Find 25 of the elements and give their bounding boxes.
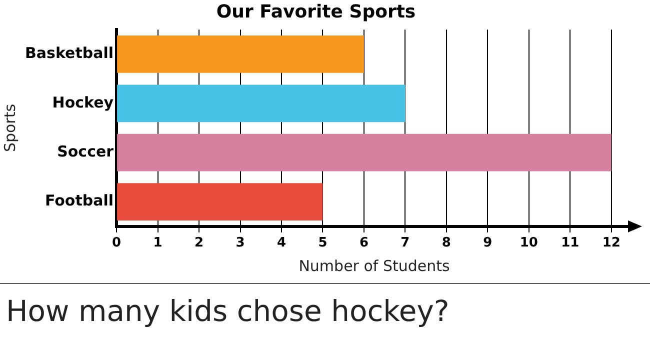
x-tick-label: 11 bbox=[561, 236, 580, 251]
bar bbox=[117, 134, 612, 172]
x-tick-label: 9 bbox=[483, 236, 492, 251]
x-tick-label: 5 bbox=[318, 236, 328, 251]
y-tick-label: Soccer bbox=[57, 142, 114, 160]
text: How many kids chose hockey? bbox=[6, 294, 450, 328]
x-tick-label: 4 bbox=[276, 236, 286, 251]
x-axis-title: Number of Students bbox=[298, 256, 450, 275]
x-tick-label: 0 bbox=[112, 236, 122, 251]
bar bbox=[117, 183, 323, 220]
x-tick-label: 6 bbox=[359, 236, 368, 251]
bar bbox=[117, 84, 406, 122]
x-tick-label: 2 bbox=[194, 236, 204, 251]
y-axis-title: Sports bbox=[0, 104, 19, 152]
x-tick-label: 8 bbox=[442, 236, 451, 251]
y-tick-label: Basketball bbox=[24, 44, 114, 62]
x-tick-label: 3 bbox=[236, 236, 245, 251]
y-tick-label: Football bbox=[44, 192, 114, 210]
y-tick-label: Hockey bbox=[52, 93, 114, 112]
x-tick-label: 12 bbox=[602, 236, 620, 251]
x-tick-label: 10 bbox=[520, 236, 538, 251]
x-tick-label: 1 bbox=[153, 236, 162, 251]
x-tick-label: 7 bbox=[400, 236, 410, 251]
bar bbox=[117, 36, 364, 73]
chart-title: Our Favorite Sports bbox=[216, 1, 416, 22]
